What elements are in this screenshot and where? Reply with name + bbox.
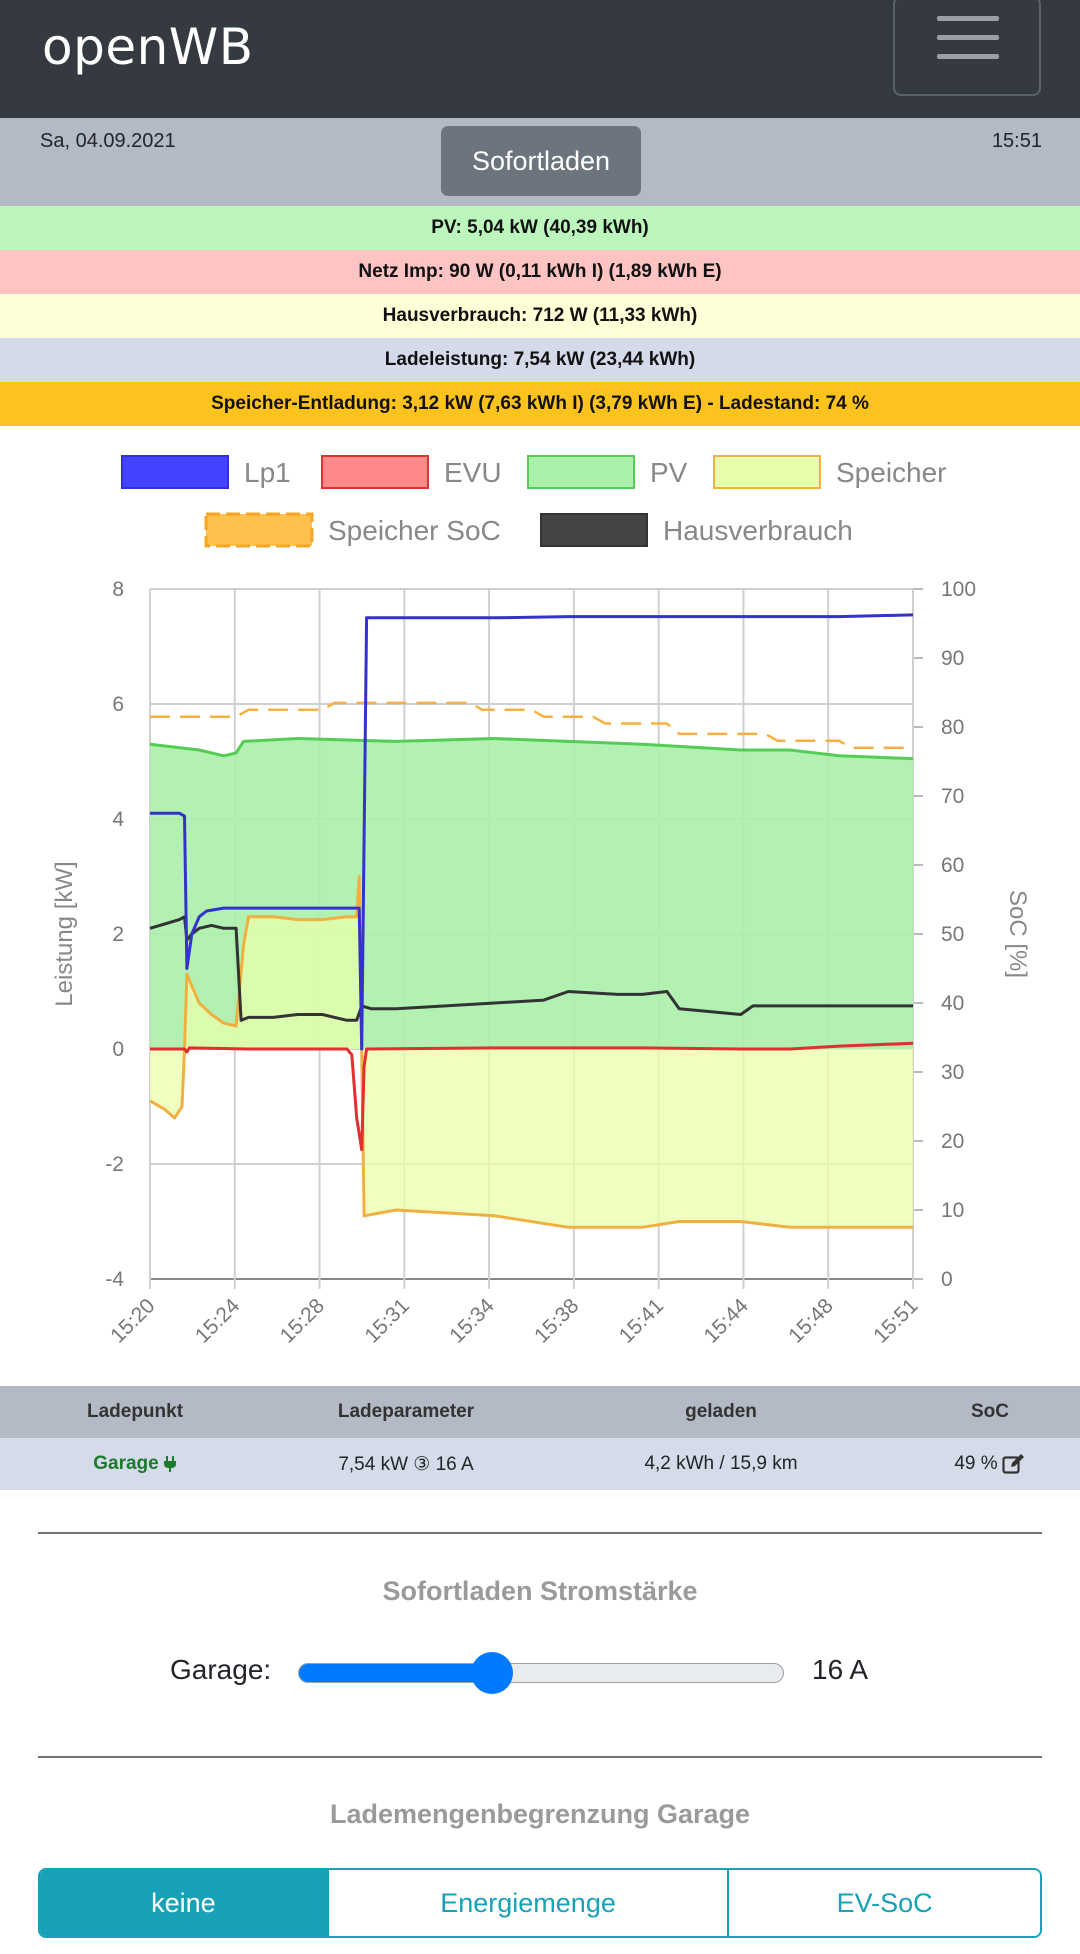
y-tick-label: 2 (112, 923, 124, 946)
x-tick-label: 15:20 (106, 1294, 159, 1347)
legend-label: Lp1 (244, 457, 291, 488)
limit-option-energiemenge[interactable]: Energiemenge (326, 1870, 728, 1936)
chargepoint-row: Garage 7,54 kW ③ 16 A 4,2 kWh / 15,9 km … (0, 1438, 1080, 1490)
y-tick-label: -4 (105, 1268, 124, 1291)
legend-swatch-lp1 (121, 455, 229, 489)
y2-tick-label: 100 (941, 578, 976, 601)
mode-button[interactable]: Sofortladen (441, 126, 641, 196)
soc-cell[interactable]: 49 % (900, 1438, 1080, 1490)
legend-label: PV (650, 457, 688, 488)
legend-swatch-speicher-soc (204, 512, 314, 548)
x-tick-label: 15:51 (869, 1294, 922, 1347)
sofortladen-title: Sofortladen Stromstärke (382, 1576, 698, 1606)
x-tick-label: 15:41 (615, 1294, 668, 1347)
y2-tick-label: 80 (941, 716, 964, 739)
brand-title[interactable]: openWB (42, 18, 254, 76)
slider-value: 16 A (812, 1654, 869, 1685)
legend-swatch-speicher (713, 455, 821, 489)
header-geladen: geladen (685, 1401, 757, 1422)
limit-mode-button-group: keine Energiemenge EV-SoC (38, 1868, 1042, 1938)
y2-tick-label: 40 (941, 992, 964, 1015)
charged-amount: 4,2 kWh / 15,9 km (644, 1453, 798, 1474)
divider (38, 1532, 1042, 1534)
hamburger-icon (937, 54, 999, 59)
y2-tick-label: 70 (941, 785, 964, 808)
hamburger-icon (937, 35, 999, 40)
lademengen-title: Lademengenbegrenzung Garage (329, 1799, 751, 1829)
header-soc: SoC (971, 1401, 1009, 1422)
series-speicher-area (150, 876, 913, 1228)
grid-strip: Netz Imp: 90 W (0,11 kWh I) (1,89 kWh E) (0, 250, 1080, 294)
limit-option-keine[interactable]: keine (40, 1870, 327, 1936)
time-label: 15:51 (991, 130, 1042, 152)
y-tick-label: 8 (112, 578, 124, 601)
series-evu-line (150, 1041, 914, 1152)
soc-value: 49 % (954, 1453, 998, 1474)
x-tick-label: 15:44 (700, 1294, 754, 1348)
legend-label: EVU (444, 457, 502, 488)
x-tick-label: 15:31 (360, 1294, 413, 1347)
series-pv-line (149, 737, 914, 761)
chargepoint-name[interactable]: Garage (0, 1438, 270, 1490)
charging-power-strip: Ladeleistung: 7,54 kW (23,44 kWh) (0, 338, 1080, 382)
limit-option-ev-soc[interactable]: EV-SoC (727, 1870, 1040, 1936)
y2-tick-label: 20 (941, 1130, 964, 1153)
y2-tick-label: 10 (941, 1199, 964, 1222)
legend-swatch-evu (321, 455, 429, 489)
current-slider-track[interactable] (298, 1663, 784, 1683)
menu-toggle-button[interactable] (893, 0, 1041, 96)
current-slider-fill (299, 1664, 494, 1682)
series-lp1-line (150, 613, 914, 1051)
charge-parameters: 7,54 kW ③ 16 A (338, 1453, 474, 1475)
legend-swatch-pv (527, 455, 635, 489)
pv-strip: PV: 5,04 kW (40,39 kWh) (0, 206, 1080, 250)
y-tick-label: -2 (105, 1153, 124, 1176)
current-slider-thumb[interactable] (471, 1652, 514, 1694)
legend-label: Speicher SoC (328, 515, 501, 546)
y2-tick-label: 50 (941, 923, 964, 946)
y-tick-label: 4 (112, 808, 124, 831)
edit-icon[interactable] (1002, 1453, 1026, 1475)
y2-tick-label: 0 (941, 1268, 953, 1291)
chargepoint-label: Garage (93, 1453, 159, 1474)
y2-tick-label: 60 (941, 854, 964, 877)
y-axis-label: Leistung [kW] (51, 861, 78, 1006)
y2-tick-label: 90 (941, 647, 964, 670)
legend-label: Speicher (836, 457, 947, 488)
x-tick-label: 15:38 (530, 1294, 583, 1347)
slider-label: Garage: (170, 1654, 272, 1685)
storage-strip: Speicher-Entladung: 3,12 kW (7,63 kWh I)… (0, 382, 1080, 426)
hamburger-icon (937, 16, 999, 21)
power-chart: 8 6 4 2 0 -2 -4 100 90 80 70 60 50 40 30 20 10 0 15:20 15:2… (0, 428, 1080, 1388)
chargepoint-table-header: Ladepunkt Ladeparameter geladen SoC (0, 1386, 1080, 1438)
legend-label: Hausverbrauch (663, 515, 853, 546)
header-ladeparameter: Ladeparameter (337, 1401, 475, 1422)
series-speicher-soc-line (150, 701, 913, 749)
house-consumption-strip: Hausverbrauch: 712 W (11,33 kWh) (0, 294, 1080, 338)
x-tick-label: 15:34 (445, 1294, 499, 1348)
date-label: Sa, 04.09.2021 (40, 130, 176, 152)
y-tick-label: 0 (112, 1038, 124, 1061)
info-bar: Sa, 04.09.2021 Sofortladen 15:51 (0, 118, 1080, 206)
series-speicher-line (149, 875, 913, 1229)
x-tick-label: 15:24 (191, 1294, 245, 1348)
divider (38, 1756, 1042, 1758)
y2-axis-label: SoC [%] (1004, 890, 1031, 978)
x-tick-label: 15:28 (276, 1294, 329, 1347)
header-ladepunkt: Ladepunkt (86, 1401, 184, 1422)
legend-swatch-hausverbrauch (540, 513, 648, 547)
y-tick-label: 6 (112, 693, 124, 716)
plug-icon (163, 1456, 176, 1472)
navbar: openWB (0, 0, 1080, 118)
y2-tick-label: 30 (941, 1061, 964, 1084)
x-tick-label: 15:48 (784, 1294, 837, 1347)
